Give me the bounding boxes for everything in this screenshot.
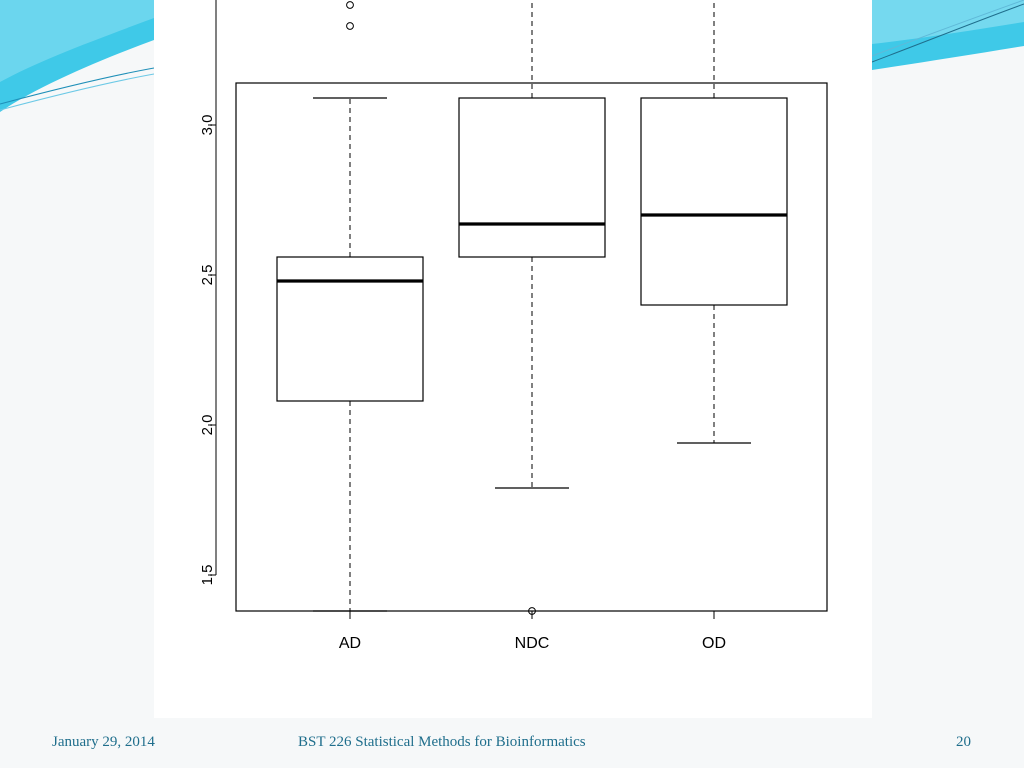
outlier-point — [346, 22, 354, 30]
footer-page-number: 20 — [956, 734, 971, 750]
outlier-point — [346, 1, 354, 9]
box-group — [276, 0, 788, 615]
x-category-label: AD — [339, 635, 361, 652]
footer-course-title: BST 226 Statistical Methods for Bioinfor… — [298, 734, 586, 750]
y-tick-label: 1.5 — [199, 565, 216, 586]
y-tick-label: 2.5 — [199, 265, 216, 286]
iqr-box — [458, 97, 606, 258]
x-category-label: NDC — [515, 635, 550, 652]
box-ndc — [458, 0, 606, 615]
y-tick-label: 2.0 — [199, 415, 216, 436]
y-tick-label: 3.0 — [199, 115, 216, 136]
x-axis-labels: AD NDC OD — [339, 611, 726, 652]
box-od — [640, 0, 788, 444]
iqr-box — [640, 97, 788, 306]
x-category-label: OD — [702, 635, 726, 652]
footer-date: January 29, 2014 — [52, 734, 155, 750]
box-ad — [276, 1, 424, 612]
iqr-box — [276, 256, 424, 402]
y-axis: 1.52.02.53.03.54.04.5 — [199, 0, 217, 586]
